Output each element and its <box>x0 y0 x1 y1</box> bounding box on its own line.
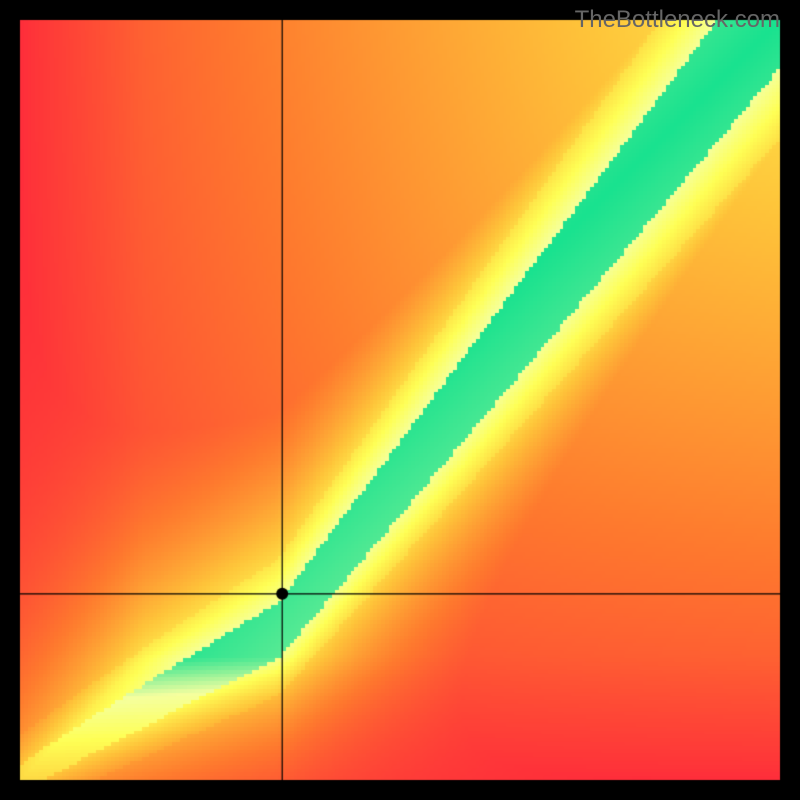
bottleneck-heatmap <box>0 0 800 800</box>
attribution-text: TheBottleneck.com <box>575 6 780 34</box>
